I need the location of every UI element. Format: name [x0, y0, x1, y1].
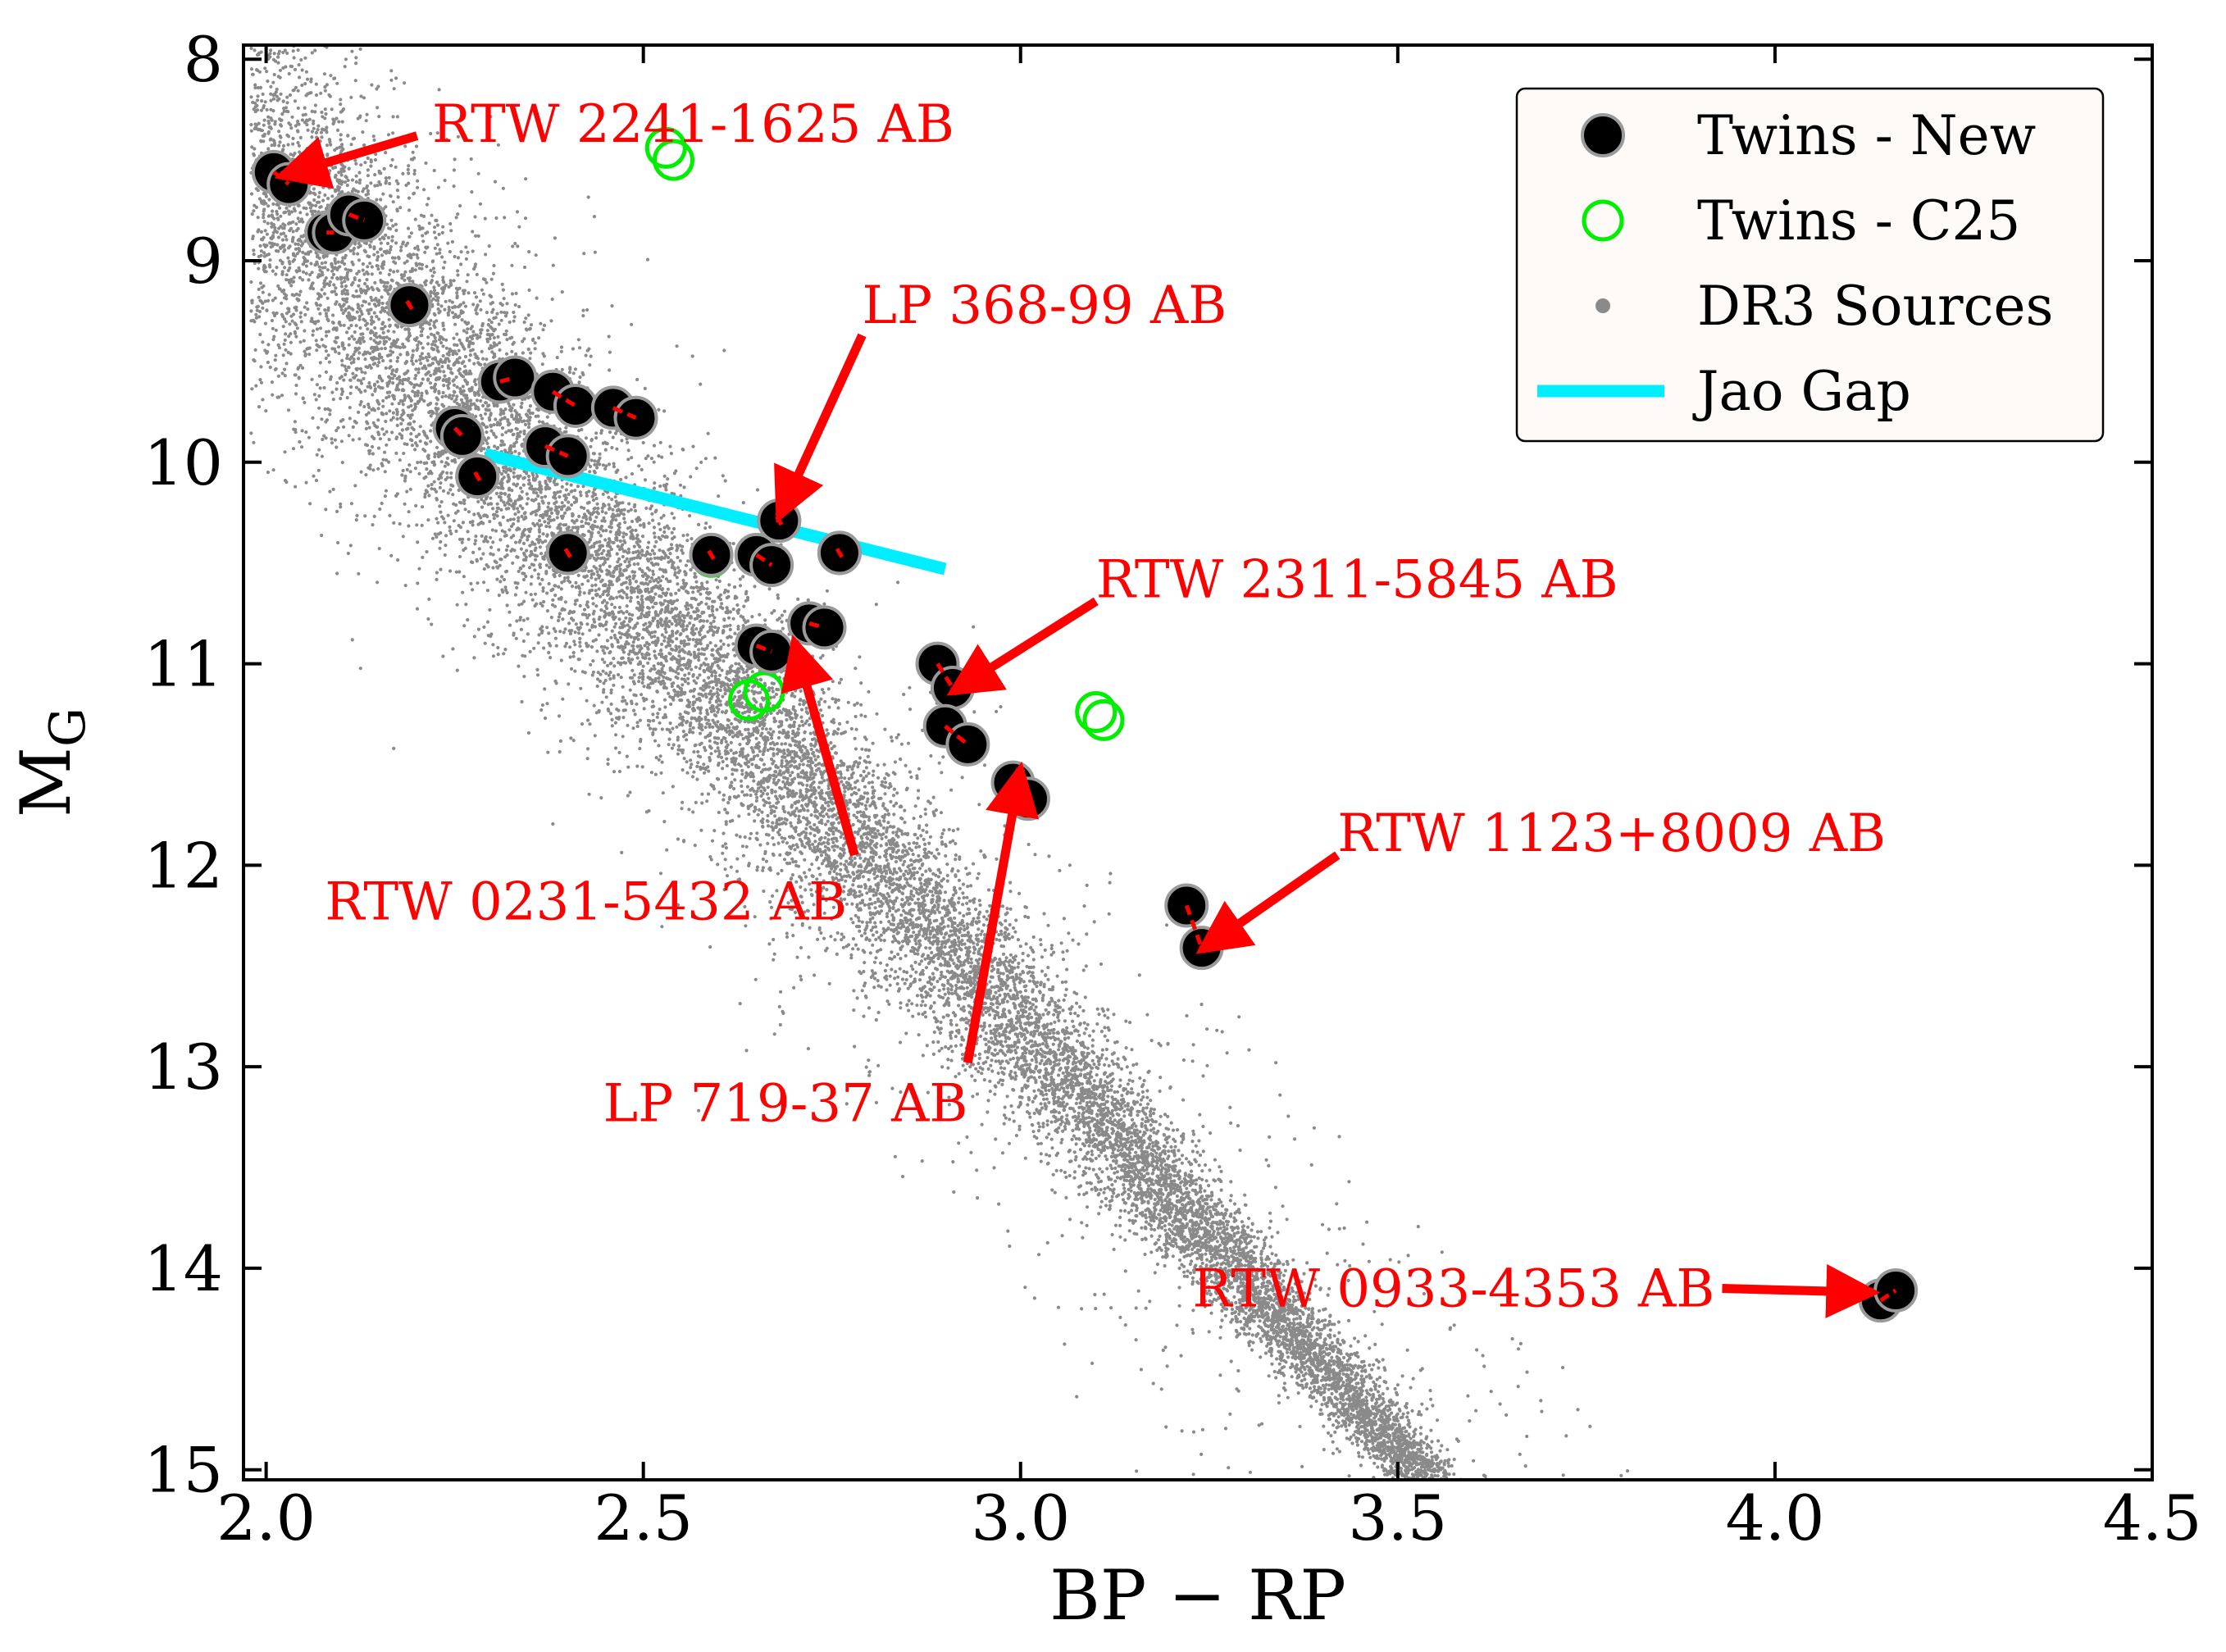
y-tick-label: 12: [143, 829, 223, 902]
x-tick-label: 2.5: [594, 1481, 693, 1554]
annotation-arrow: [946, 597, 1099, 696]
annotation-arrow: [781, 635, 859, 857]
annotation-label: RTW 2241-1625 AB: [432, 94, 954, 155]
axes-layer: 2.0 2.5 3.0 3.5 4.0 4.5 8 9 10 11 12 13 14 15: [143, 23, 2201, 1554]
twin-pair-link: [612, 406, 637, 420]
legend-marker-twins-new: [1581, 113, 1625, 157]
annotation-label: LP 368-99 AB: [863, 275, 1227, 336]
twin-pair-link: [551, 389, 577, 408]
twin-new-point: [553, 383, 598, 428]
twin-pair-link: [835, 548, 844, 558]
y-axis-label: MG: [6, 708, 97, 817]
legend-marker-dr3: [1596, 298, 1610, 313]
twin-new-point: [945, 721, 990, 767]
legend: Twins - New Twins - C25 DR3 Sources Jao Gap: [1515, 87, 2105, 443]
x-tick-label: 4.5: [2103, 1481, 2202, 1554]
twin-pair-link: [755, 553, 773, 567]
y-axis-label-main: M: [6, 747, 86, 817]
legend-entry: Jao Gap: [1692, 360, 1911, 423]
annotation-label: RTW 1123+8009 AB: [1337, 803, 1886, 864]
x-tick-label: 2.0: [216, 1481, 316, 1554]
x-axis-label: BP − RP: [1049, 1555, 1346, 1636]
y-tick-label: 14: [143, 1232, 223, 1305]
plot-frame: [242, 43, 2154, 1481]
y-tick-label: 13: [143, 1031, 223, 1104]
legend-box: [1515, 87, 2105, 443]
annotation-arrow: [963, 761, 1040, 1064]
y-tick-label: 15: [143, 1434, 223, 1507]
twin-pair-link: [473, 471, 482, 482]
annotation-arrow: [1195, 851, 1341, 954]
annotation-arrow: [1722, 1263, 1881, 1318]
twin-pair-link: [1879, 1288, 1897, 1303]
twin-c25-point: [644, 126, 687, 169]
twin-c25-point: [1075, 691, 1118, 734]
legend-marker-twins-c25: [1582, 199, 1624, 242]
x-tick-label: 3.0: [971, 1481, 1070, 1554]
x-tick-label: 3.5: [1348, 1481, 1447, 1554]
twin-pair-link: [499, 375, 516, 384]
legend-entry: Twins - C25: [1697, 189, 2020, 253]
twin-pair-link: [707, 549, 716, 561]
annotation-label: RTW 0933-4353 AB: [1192, 1259, 1714, 1320]
y-tick-label: 10: [143, 426, 223, 499]
twin-pair-link: [405, 299, 414, 311]
twin-new-point: [439, 413, 485, 458]
twin-pair-link: [808, 621, 826, 630]
dr3-sources-layer: [249, 44, 1630, 1481]
y-axis-label-subscript: G: [39, 708, 97, 747]
annotations-layer: RTW 2241-1625 AB LP 368-99 AB RTW 2311-584…: [274, 94, 1886, 1320]
x-tick-label: 4.0: [1725, 1481, 1824, 1554]
annotation-arrow: [274, 131, 419, 189]
twin-pair-link: [563, 548, 572, 558]
annotation-label: RTW 2311-5845 AB: [1096, 549, 1618, 610]
dr3-source-points: [249, 44, 1630, 1481]
y-tick-label: 11: [143, 628, 223, 701]
twin-new-point: [613, 395, 658, 440]
legend-entry: Twins - New: [1697, 104, 2036, 167]
y-tick-label: 8: [184, 23, 223, 96]
annotation-label: RTW 0231-5432 AB: [325, 872, 847, 933]
twin-pair-link: [544, 444, 569, 458]
twin-c25-point: [652, 139, 694, 181]
twin-pair-link: [453, 426, 464, 438]
twin-pair-link: [944, 724, 969, 746]
twin-c25-point: [1082, 699, 1125, 741]
twin-pair-link: [348, 212, 366, 223]
y-tick-label: 9: [184, 225, 223, 298]
legend-entry: DR3 Sources: [1697, 275, 2053, 338]
annotation-arrow: [774, 333, 867, 524]
twin-pair-link: [755, 644, 773, 654]
annotation-label: LP 719-37 AB: [603, 1073, 968, 1134]
